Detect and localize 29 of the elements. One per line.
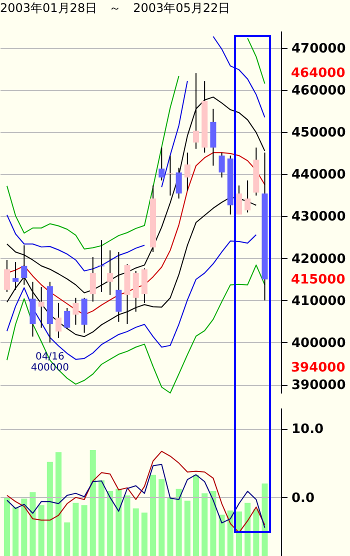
candlestick: [158, 147, 165, 181]
candlestick: [21, 244, 28, 286]
y-tick-label: 460000: [292, 83, 346, 98]
y-tick-label: 420000: [292, 252, 346, 267]
candlestick: [64, 307, 70, 330]
y-tick-label: 450000: [292, 126, 346, 141]
candlestick: [38, 286, 44, 328]
line-series: [6, 450, 266, 534]
y-tick-label: 440000: [292, 168, 346, 183]
line-series: [6, 264, 266, 394]
line-series: [6, 234, 257, 360]
candlestick: [72, 297, 79, 326]
y-tick-label: 430000: [292, 210, 346, 225]
y-tick-label: 464000: [291, 66, 346, 82]
candlestick: [176, 167, 182, 200]
y-tick-label: 390000: [292, 378, 346, 394]
y-tick-label: 394000: [291, 360, 346, 376]
candlestick: [12, 262, 19, 290]
line-series: [6, 464, 266, 528]
y-tick-label: 0.0: [292, 490, 315, 506]
chart-title: 2003年01月28日 ～ 2003年05月22日: [0, 1, 230, 15]
candlestick: [184, 152, 190, 192]
y-tick-label: 10.0: [292, 422, 324, 438]
y-tick-label: 415000: [291, 272, 346, 288]
y-tick-label: 410000: [292, 294, 346, 309]
candlestick: [218, 152, 225, 178]
y-tick-label: 470000: [292, 41, 346, 56]
candlestick: [4, 259, 10, 292]
y-tick-label: 400000: [292, 336, 346, 351]
